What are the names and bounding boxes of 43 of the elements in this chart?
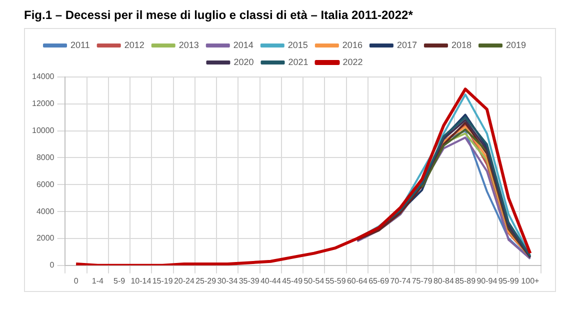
legend-label: 2016	[342, 40, 362, 50]
x-tick-label: 30-34	[217, 276, 238, 286]
x-tick-label: 55-59	[325, 276, 346, 286]
x-tick-label: 20-24	[174, 276, 195, 286]
x-tick-label: 70-74	[390, 276, 412, 286]
x-tick-label: 90-94	[476, 276, 498, 286]
x-tick-label: 15-19	[152, 276, 174, 286]
legend-label: 2014	[233, 40, 254, 50]
legend-label: 2018	[451, 40, 472, 50]
y-tick-label: 14000	[32, 72, 55, 82]
x-tick-label: 10-14	[130, 276, 152, 286]
legend-label: 2012	[124, 40, 144, 50]
legend-label: 2021	[288, 56, 308, 67]
legend-label: 2022	[342, 56, 363, 67]
x-tick-label: 85-89	[455, 276, 476, 286]
legend-label: 2019	[506, 40, 526, 50]
y-tick-label: 0	[50, 260, 55, 270]
chart-title: Fig.1 – Decessi per il mese di luglio e classi di età – Italia 2011-2022*	[24, 8, 414, 22]
x-tick-label: 35-39	[238, 276, 260, 286]
y-tick-label: 8000	[36, 152, 55, 162]
x-tick-label: 95-99	[498, 276, 520, 286]
y-tick-label: 6000	[36, 180, 55, 189]
x-tick-label: 80-84	[433, 276, 454, 286]
x-tick-label: 25-29	[196, 276, 217, 286]
x-tick-label: 75-79	[412, 276, 433, 286]
x-tick-label: 65-69	[368, 276, 390, 286]
legend-label: 2020	[234, 56, 254, 67]
x-tick-label: 60-64	[346, 276, 368, 286]
y-tick-label: 4000	[36, 206, 55, 216]
legend-label: 2017	[396, 40, 417, 50]
x-tick-label: 5-9	[114, 276, 126, 286]
legend-label: 2013	[178, 40, 199, 50]
x-tick-label: 50-54	[304, 276, 325, 286]
x-tick-label: 0	[74, 276, 79, 286]
x-tick-label: 45-49	[282, 276, 304, 286]
x-tick-label: 40-44	[260, 276, 282, 286]
legend-label: 2011	[70, 40, 90, 50]
y-tick-label: 10000	[32, 126, 55, 136]
x-tick-label: 100+	[521, 276, 540, 286]
y-tick-label: 2000	[36, 234, 55, 243]
legend-label: 2015	[288, 40, 308, 50]
x-tick-label: 1-4	[92, 276, 104, 286]
y-tick-label: 12000	[32, 99, 55, 108]
